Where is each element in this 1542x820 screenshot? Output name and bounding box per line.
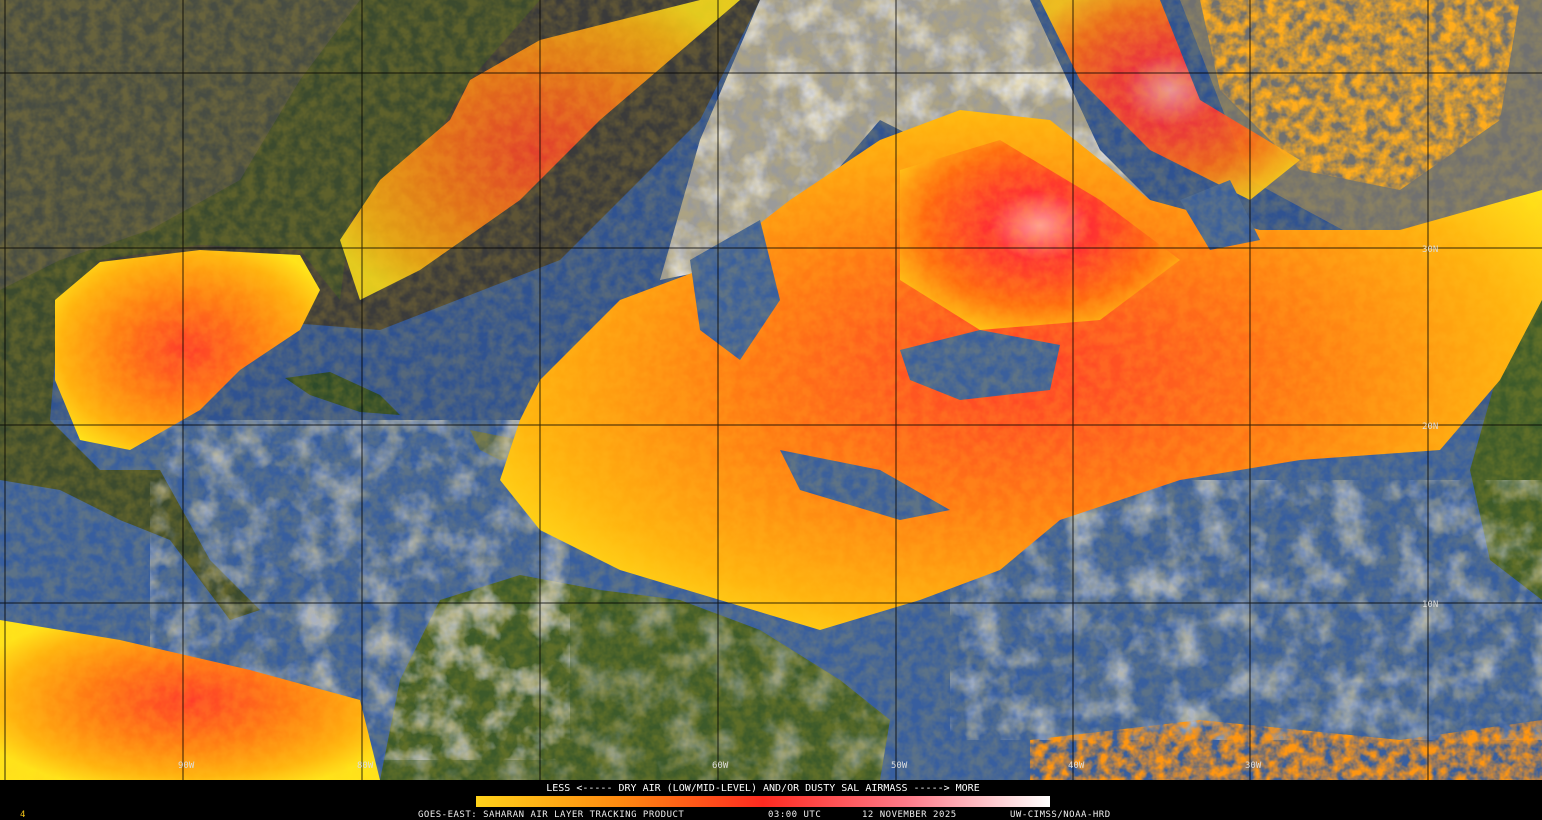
lon-label: 40W bbox=[1068, 761, 1085, 771]
frame-number: 4 bbox=[20, 810, 26, 820]
lon-label: 90W bbox=[178, 761, 195, 771]
source: UW-CIMSS/NOAA-HRD bbox=[1010, 810, 1111, 820]
lon-label: 50W bbox=[891, 761, 908, 771]
lon-label: 60W bbox=[712, 761, 729, 771]
lat-label: 10N bbox=[1422, 600, 1438, 610]
product-name: GOES-EAST: SAHARAN AIR LAYER TRACKING PR… bbox=[418, 810, 684, 820]
date: 12 NOVEMBER 2025 bbox=[862, 810, 957, 820]
lon-label: 30W bbox=[1245, 761, 1262, 771]
graticule bbox=[0, 0, 1542, 780]
lat-label: 20N bbox=[1422, 422, 1438, 432]
lat-label: 30N bbox=[1422, 245, 1438, 255]
legend-caption: LESS <----- DRY AIR (LOW/MID-LEVEL) AND/… bbox=[546, 783, 979, 794]
timestamp: 03:00 UTC bbox=[768, 810, 821, 820]
texture bbox=[0, 0, 1542, 780]
legend-colorbar bbox=[476, 796, 1050, 807]
lon-label: 80W bbox=[357, 761, 374, 771]
